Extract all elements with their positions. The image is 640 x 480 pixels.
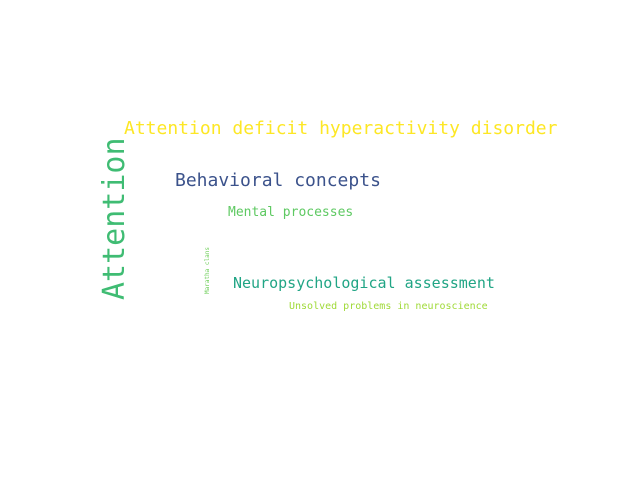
word-unsolved-problems: Unsolved problems in neuroscience [289,301,488,312]
word-adhd: Attention deficit hyperactivity disorder [124,118,558,139]
word-mental-processes: Mental processes [228,205,354,220]
word-attention: Attention [97,137,132,300]
word-maratha-clans: Maratha clans [204,247,211,294]
word-neuropsychological-assessment: Neuropsychological assessment [233,274,495,292]
word-behavioral-concepts: Behavioral concepts [175,170,381,191]
